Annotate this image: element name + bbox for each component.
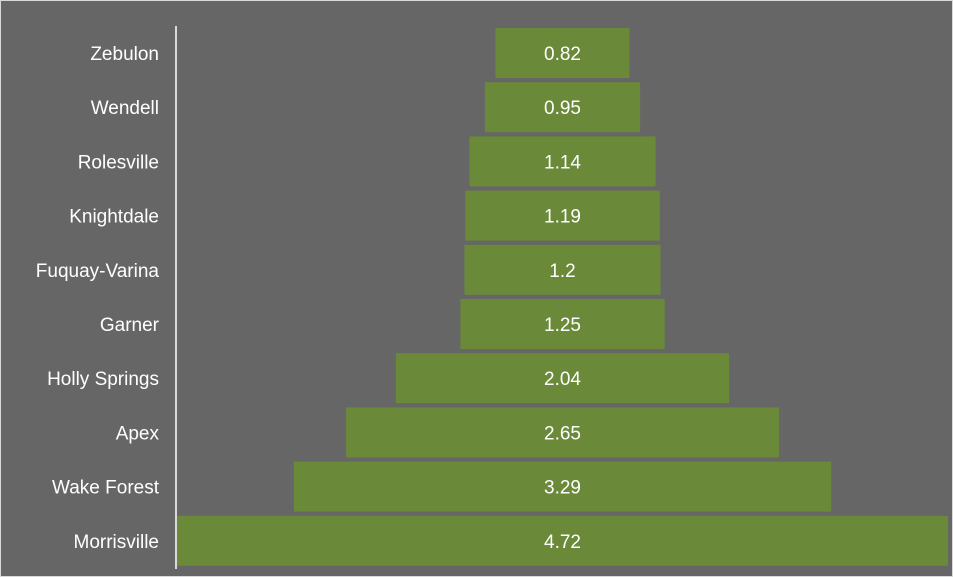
category-label: Fuquay-Varina (36, 261, 160, 282)
bars (177, 28, 948, 566)
category-label: Wake Forest (52, 478, 160, 499)
bar-wendell (484, 82, 641, 133)
data-label: 1.2 (549, 261, 575, 282)
bar-garner (460, 299, 665, 349)
data-labels: 0.82 0.95 1.14 1.19 1.2 1.25 2.04 2.65 3.29 4.72 (544, 44, 581, 553)
category-label: Wendell (91, 98, 159, 119)
category-label: Knightdale (69, 207, 159, 228)
category-axis-labels: Zebulon Wendell Rolesville Knightdale Fuquay… (36, 44, 160, 553)
data-label: 4.72 (544, 532, 581, 553)
category-label: Apex (116, 423, 160, 444)
category-label: Morrisville (74, 532, 160, 553)
data-label: 2.65 (544, 423, 581, 444)
bar-knightdale (465, 190, 660, 241)
bar-morrisville (177, 515, 948, 566)
data-label: 0.82 (544, 44, 581, 65)
data-label: 2.04 (544, 369, 581, 390)
data-label: 0.95 (544, 98, 581, 119)
category-label: Zebulon (90, 44, 159, 65)
category-label: Garner (100, 315, 160, 336)
bar-zebulon (495, 28, 630, 78)
bar-apex (346, 407, 779, 458)
data-label: 1.19 (544, 207, 581, 228)
bar-holly-springs (395, 353, 730, 404)
data-label: 3.29 (544, 478, 581, 499)
bar-wake-forest (293, 461, 832, 512)
data-label: 1.25 (544, 315, 581, 336)
category-label: Rolesville (78, 152, 159, 173)
bar-fuquay-varina (464, 244, 661, 295)
bar-rolesville (469, 136, 656, 187)
category-label: Holly Springs (47, 369, 159, 390)
data-label: 1.14 (544, 152, 581, 173)
